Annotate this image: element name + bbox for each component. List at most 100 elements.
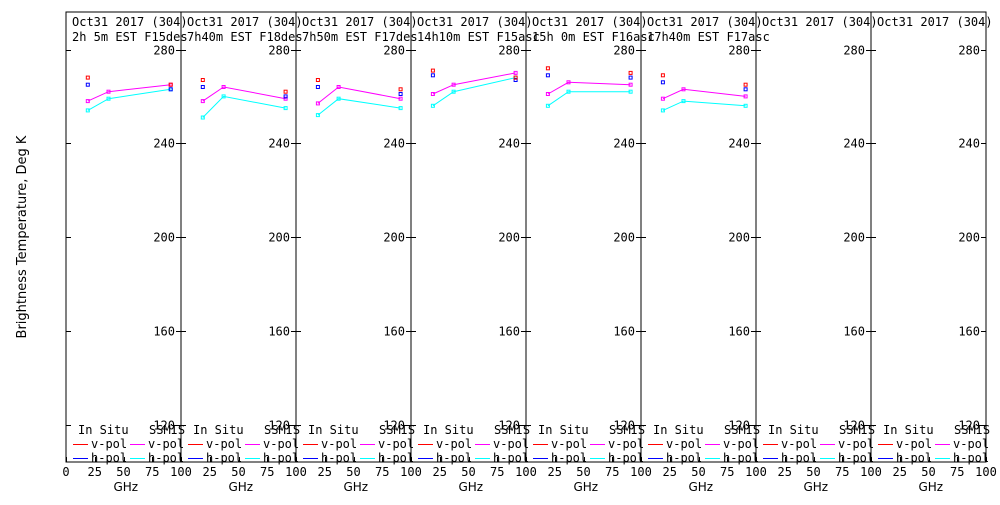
- panel-4-ssmis-vpol-point-2: [451, 82, 456, 87]
- panel-5-legend-insitu-h: h-pol: [551, 451, 587, 465]
- panel-1-ytick-label-240: 240: [153, 137, 175, 151]
- panel-4-xtick-label-100: 100: [515, 465, 537, 479]
- panel-3-ssmis-vpol-line: [317, 86, 401, 104]
- panel-5-legend-ssmis-h: h-pol: [608, 451, 644, 465]
- panel-4-ytick-label-160: 160: [498, 325, 520, 339]
- panel-6-ssmis-vpol-point-2: [681, 87, 686, 92]
- panel-2-ssmis-vpol-line: [202, 86, 286, 102]
- panel-6-x-axis-label: GHz: [688, 480, 713, 494]
- panel-6-ytick-label-120: 120: [728, 419, 750, 433]
- panel-5-ytick-label-160: 160: [613, 325, 635, 339]
- panel-7-legend-ssmis-v: v-pol: [838, 437, 874, 451]
- panel-4-legend-insitu-h: h-pol: [436, 451, 472, 465]
- panel-6-insitu-vpol-point-2: [743, 82, 748, 87]
- panel-1-xtick-label-25: 25: [88, 465, 102, 479]
- panel-1-insitu-vpol-point-2: [168, 82, 173, 87]
- panel-3-xtick-label-25: 25: [318, 465, 332, 479]
- panel-1-legend-ssmis: SSMIS: [149, 423, 185, 437]
- panel-5-ssmis-hpol-point-1: [545, 103, 550, 108]
- panel-8-ytick-label-280: 280: [958, 44, 980, 58]
- panel-2-legend-ssmis: SSMIS: [264, 423, 300, 437]
- panel-7-xtick-label-75: 75: [835, 465, 849, 479]
- panel-3-insitu-hpol-point-2: [398, 92, 403, 96]
- panel-5-insitu-vpol-point-2: [628, 70, 633, 75]
- panel-7-legend-ssmis-h: h-pol: [838, 451, 874, 465]
- panel-5-ytick-label-200: 200: [613, 231, 635, 245]
- panel-1-ssmis-hpol-point-1: [85, 108, 90, 113]
- panel-6-insitu-hpol-point-1: [660, 80, 665, 85]
- panel-2-ytick-label-120: 120: [268, 419, 290, 433]
- panel-7-legend-insitu-h: h-pol: [781, 451, 817, 465]
- panel-3-ssmis-vpol-point-3: [398, 96, 403, 101]
- panel-4-ssmis-vpol-point-1: [430, 92, 435, 96]
- panel-3-ssmis-hpol-point-2: [336, 96, 341, 101]
- panel-4-ssmis-hpol-point-1: [430, 103, 435, 108]
- panel-3-insitu-vpol-point-1: [315, 78, 320, 82]
- panel-2-ssmis-hpol-line: [202, 95, 286, 118]
- panel-5-ssmis-vpol-point-3: [628, 82, 633, 87]
- panel-7-legend-ssmis: SSMIS: [839, 423, 875, 437]
- panel-4-legend-ssmis-v: v-pol: [493, 437, 529, 451]
- panel-4-ssmis-vpol-point-3: [513, 70, 518, 75]
- panel-7-legend-insitu: In Situ: [768, 423, 819, 437]
- panel-2-ssmis-hpol-point-2: [221, 94, 226, 99]
- panel-2-time: 7h40m EST F18des: [187, 30, 303, 44]
- panel-4-xtick-label-75: 75: [490, 465, 504, 479]
- panel-6-legend-insitu-v: v-pol: [666, 437, 702, 451]
- panel-8-ytick-label-200: 200: [958, 231, 980, 245]
- panel-8-legend-ssmis-h: h-pol: [953, 451, 989, 465]
- panel-8-xtick-label-25: 25: [893, 465, 907, 479]
- panel-5-ssmis-hpol-point-3: [628, 89, 633, 94]
- panel-2-date: Oct31 2017 (304): [187, 15, 303, 29]
- panel-4-legend-insitu: In Situ: [423, 423, 474, 437]
- panel-5-ssmis-hpol-point-2: [566, 89, 571, 94]
- panel-1-xtick-label-75: 75: [145, 465, 159, 479]
- panel-1-insitu-vpol-point-1: [85, 75, 90, 80]
- panel-8-ytick-label-160: 160: [958, 325, 980, 339]
- panel-1-xtick-label-0: 0: [62, 465, 69, 479]
- panel-3-ssmis-hpol-line: [317, 98, 401, 116]
- panel-2-ssmis-vpol-point-1: [200, 99, 205, 104]
- panel-6-ytick-label-280: 280: [728, 44, 750, 58]
- panel-3-legend-ssmis-h: h-pol: [378, 451, 414, 465]
- panel-6-ytick-label-200: 200: [728, 231, 750, 245]
- panel-1-ssmis-vpol-point-1: [85, 99, 90, 104]
- panel-8-legend-insitu-v: v-pol: [896, 437, 932, 451]
- panel-5-insitu-hpol-point-1: [545, 73, 550, 78]
- panel-7-ytick-label-240: 240: [843, 137, 865, 151]
- panel-2-xtick-label-50: 50: [231, 465, 245, 479]
- panel-1-ssmis-hpol-line: [87, 88, 171, 111]
- panel-4-insitu-hpol-point-2: [513, 78, 518, 82]
- panel-4-time: 14h10m EST F15asc: [417, 30, 540, 44]
- panel-7-ytick-label-120: 120: [843, 419, 865, 433]
- panel-3-legend-insitu-v: v-pol: [321, 437, 357, 451]
- panel-2-ssmis-vpol-point-2: [221, 85, 226, 89]
- panel-3-xtick-label-75: 75: [375, 465, 389, 479]
- panel-5-ssmis-vpol-point-1: [545, 92, 550, 96]
- panel-5-insitu-hpol-point-2: [628, 75, 633, 80]
- panel-2-legend-insitu: In Situ: [193, 423, 244, 437]
- panel-1-insitu-hpol-point-1: [85, 82, 90, 87]
- panel-6-legend-ssmis: SSMIS: [724, 423, 760, 437]
- panel-2-ssmis-vpol-point-3: [283, 96, 288, 101]
- panel-2-insitu-vpol-point-2: [283, 89, 288, 94]
- panel-4-date: Oct31 2017 (304): [417, 15, 533, 29]
- panel-6-ytick-label-240: 240: [728, 137, 750, 151]
- panel-6-insitu-vpol-point-1: [660, 73, 665, 78]
- panel-6-ssmis-vpol-point-3: [743, 94, 748, 99]
- panel-6-date: Oct31 2017 (304): [647, 15, 763, 29]
- panel-3-date: Oct31 2017 (304): [302, 15, 418, 29]
- panel-4-insitu-hpol-point-1: [430, 73, 435, 78]
- panel-2-ytick-label-160: 160: [268, 325, 290, 339]
- panel-2-insitu-hpol-point-2: [283, 94, 288, 99]
- panel-7-xtick-label-25: 25: [778, 465, 792, 479]
- panel-6-legend-ssmis-v: v-pol: [723, 437, 759, 451]
- panel-5-xtick-label-75: 75: [605, 465, 619, 479]
- panel-7-ytick-label-160: 160: [843, 325, 865, 339]
- panel-5-ssmis-hpol-line: [547, 91, 631, 107]
- panel-3-legend-insitu-h: h-pol: [321, 451, 357, 465]
- panel-4-insitu-vpol-point-2: [513, 75, 518, 80]
- panel-4-legend-ssmis-h: h-pol: [493, 451, 529, 465]
- panel-1-legend-insitu: In Situ: [78, 423, 129, 437]
- panel-7-legend-insitu-v: v-pol: [781, 437, 817, 451]
